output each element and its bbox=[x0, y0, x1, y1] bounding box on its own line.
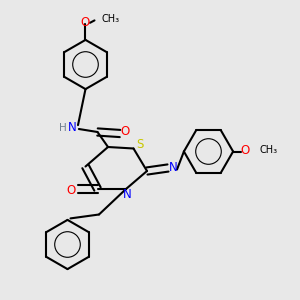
Text: O: O bbox=[241, 144, 250, 157]
Text: O: O bbox=[67, 184, 76, 197]
Text: S: S bbox=[136, 137, 144, 151]
Text: H: H bbox=[59, 123, 67, 134]
Text: CH₃: CH₃ bbox=[102, 14, 120, 24]
Text: CH₃: CH₃ bbox=[259, 145, 277, 155]
Text: O: O bbox=[121, 124, 130, 138]
Text: N: N bbox=[169, 161, 178, 174]
Text: N: N bbox=[123, 188, 132, 201]
Text: N: N bbox=[68, 121, 76, 134]
Text: O: O bbox=[81, 16, 90, 29]
